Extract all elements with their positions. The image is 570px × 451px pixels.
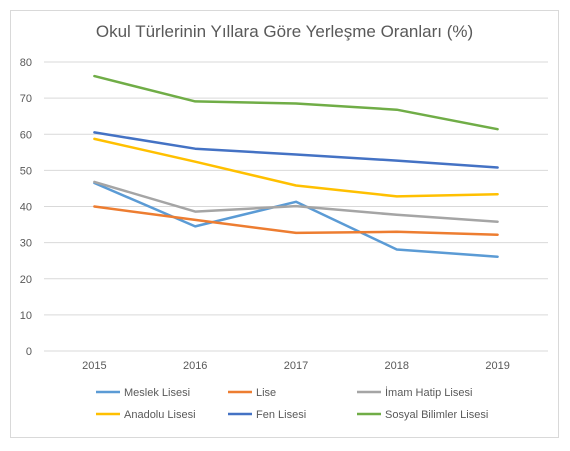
legend-item: Fen Lisesi [228, 409, 306, 421]
legend-label: Meslek Lisesi [124, 387, 190, 399]
series-line [93, 181, 499, 258]
gridlines [44, 61, 548, 352]
x-tick-label: 2018 [385, 360, 409, 372]
legend-item: Sosyal Bilimler Lisesi [357, 409, 488, 421]
x-tick-label: 2016 [183, 360, 207, 372]
chart-title: Okul Türlerinin Yıllara Göre Yerleşme Or… [95, 22, 474, 41]
y-tick-label: 70 [20, 93, 32, 105]
series-line [93, 205, 499, 236]
y-tick-label: 0 [26, 346, 32, 358]
x-axis-ticks: 2015 2016 2017 2018 2019 [82, 360, 510, 372]
legend-label: Anadolu Lisesi [124, 409, 196, 421]
legend: Meslek Lisesi Lise İmam Hatip Lisesi Anadol… [96, 386, 488, 421]
legend-item: Anadolu Lisesi [96, 409, 196, 421]
x-tick-label: 2015 [82, 360, 106, 372]
chart-frame [10, 10, 559, 438]
series-line [93, 137, 499, 198]
y-tick-label: 30 [20, 238, 32, 250]
series-line [93, 131, 499, 169]
y-tick-label: 50 [20, 165, 32, 177]
series-line [93, 74, 499, 131]
series-lines [93, 74, 499, 258]
legend-label: Sosyal Bilimler Lisesi [385, 409, 488, 421]
y-tick-label: 20 [20, 274, 32, 286]
legend-item: İmam Hatip Lisesi [357, 386, 472, 399]
legend-label: İmam Hatip Lisesi [385, 386, 472, 399]
y-axis-ticks: 0 10 20 30 40 50 60 70 80 [20, 57, 32, 358]
legend-label: Lise [256, 387, 276, 399]
y-tick-label: 80 [20, 57, 32, 69]
y-tick-label: 40 [20, 202, 32, 214]
legend-label: Fen Lisesi [256, 409, 306, 421]
series-line [93, 180, 499, 223]
x-tick-label: 2019 [485, 360, 509, 372]
y-tick-label: 60 [20, 129, 32, 141]
legend-item: Lise [228, 387, 276, 399]
legend-item: Meslek Lisesi [96, 387, 190, 399]
x-tick-label: 2017 [284, 360, 308, 372]
y-tick-label: 10 [20, 310, 32, 322]
